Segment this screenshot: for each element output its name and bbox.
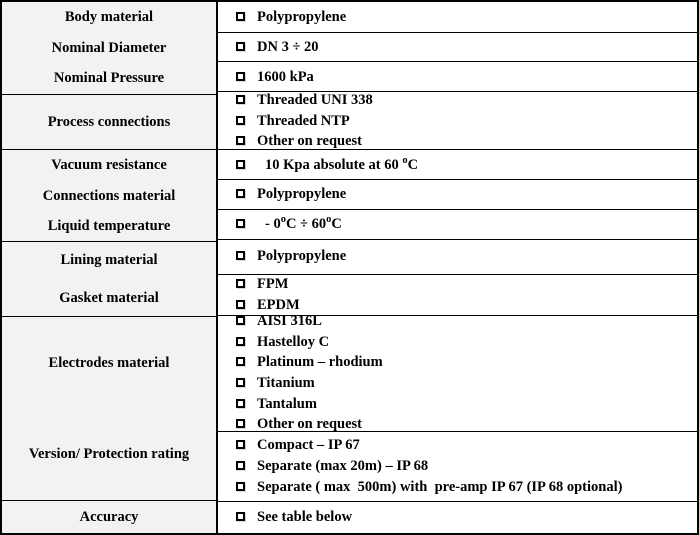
hollow-square-bullet-icon — [236, 316, 245, 326]
spec-value-item: DN 3 ÷ 20 — [218, 37, 697, 58]
hollow-square-bullet-icon — [236, 136, 245, 146]
label-group: Lining material Gasket material — [2, 242, 216, 318]
spec-value-text: EPDM — [257, 296, 300, 313]
hollow-square-bullet-icon — [236, 159, 245, 169]
value-row-lining-material: Polypropylene — [218, 240, 697, 275]
spec-value-text: Threaded NTP — [257, 112, 350, 129]
spec-value-item: Other on request — [218, 131, 697, 152]
value-row-liquid-temperature: - 0oC ÷ 60oC — [218, 210, 697, 240]
label-group: Vacuum resistance Connections material Liq… — [2, 150, 216, 242]
spec-label: Lining material — [60, 252, 158, 269]
hollow-square-bullet-icon — [236, 189, 245, 199]
hollow-square-bullet-icon — [236, 41, 245, 51]
spec-value-text: DN 3 ÷ 20 — [257, 38, 319, 55]
spec-value-item: Threaded UNI 338 — [218, 90, 697, 111]
spec-value-item: - 0oC ÷ 60oC — [218, 214, 697, 235]
hollow-square-bullet-icon — [236, 419, 245, 429]
spec-value-text: Separate (max 20m) – IP 68 — [257, 458, 429, 474]
value-row-nominal-pressure: 1600 kPa — [218, 62, 697, 93]
spec-value-item: Separate (max 20m) – IP 68 — [218, 456, 697, 477]
spec-value-item: AISI 316L — [218, 311, 697, 332]
label-group: Accuracy — [2, 501, 216, 533]
spec-label: Version/ Protection rating — [28, 446, 190, 463]
value-row-accuracy: See table below — [218, 502, 697, 533]
spec-value-text: Tantalum — [257, 395, 317, 412]
spec-value-text: 1600 kPa — [257, 68, 314, 85]
spec-value-item: Polypropylene — [218, 184, 697, 205]
hollow-square-bullet-icon — [236, 357, 245, 367]
spec-value-item: Threaded NTP — [218, 111, 697, 132]
spec-value-item: Separate ( max 500m) with pre-amp IP 67 … — [218, 477, 697, 498]
spec-value-text: Other on request — [257, 133, 362, 150]
spec-value-text: Separate ( max 500m) with pre-amp IP 67 … — [257, 478, 623, 495]
spec-value-item: Compact – IP 67 — [218, 435, 697, 456]
spec-value-text: Other on request — [257, 416, 362, 433]
spec-value-item: Other on request — [218, 414, 697, 435]
spec-value-text: Compact – IP 67 — [257, 437, 360, 454]
spec-value-text: 10 Kpa absolute at 60 oC — [265, 154, 419, 173]
hollow-square-bullet-icon — [236, 336, 245, 346]
value-column: Polypropylene DN 3 ÷ 20 1600 kPa Threaded U… — [218, 2, 697, 533]
hollow-square-bullet-icon — [236, 71, 245, 81]
hollow-square-bullet-icon — [236, 512, 245, 522]
hollow-square-bullet-icon — [236, 11, 245, 21]
spec-value-item: Hastelloy C — [218, 332, 697, 353]
spec-label: Gasket material — [59, 289, 159, 306]
spec-label: Nominal Pressure — [53, 70, 165, 87]
value-row-electrodes-material: AISI 316L Hastelloy C Platinum – rhodium Ti… — [218, 313, 697, 435]
spec-value-item: Polypropylene — [218, 7, 697, 28]
value-row-connections-material: Polypropylene — [218, 180, 697, 210]
value-row-body-material: Polypropylene — [218, 2, 697, 34]
hollow-square-bullet-icon — [236, 378, 245, 388]
spec-value-text: Polypropylene — [257, 186, 347, 203]
label-group: Process connections — [2, 95, 216, 151]
hollow-square-bullet-icon — [236, 95, 245, 105]
hollow-square-bullet-icon — [236, 251, 245, 261]
hollow-square-bullet-icon — [236, 461, 245, 470]
value-row-vacuum-resistance: 10 Kpa absolute at 60 oC — [218, 150, 697, 181]
spec-value-item: See table below — [218, 507, 697, 528]
value-row-process-connections: Threaded UNI 338 Threaded NTP Other on req… — [218, 90, 697, 152]
hollow-square-bullet-icon — [236, 299, 245, 309]
hollow-square-bullet-icon — [236, 398, 245, 408]
spec-label: Accuracy — [79, 509, 139, 526]
spec-label: Electrodes material — [48, 354, 170, 371]
spec-value-item: Platinum – rhodium — [218, 352, 697, 373]
spec-value-item: 1600 kPa — [218, 67, 697, 88]
value-row-version-protection-rating: Compact – IP 67 Separate (max 20m) – IP 6… — [218, 432, 697, 503]
spec-value-text: FPM — [257, 275, 289, 292]
spec-value-text: Platinum – rhodium — [257, 354, 383, 371]
spec-value-text: Polypropylene — [257, 8, 347, 25]
hollow-square-bullet-icon — [236, 481, 245, 491]
hollow-square-bullet-icon — [236, 278, 245, 288]
label-group: Electrodes material Version/ Protection r… — [2, 317, 216, 502]
spec-label: Nominal Diameter — [51, 39, 167, 56]
value-row-nominal-diameter: DN 3 ÷ 20 — [218, 33, 697, 63]
spec-value-item: EPDM — [218, 295, 697, 316]
value-row-gasket-material: FPM EPDM — [218, 275, 697, 316]
spec-value-text: See table below — [257, 509, 353, 526]
spec-value-item: FPM — [218, 274, 697, 295]
spec-value-text: Titanium — [257, 375, 315, 392]
spec-value-item: 10 Kpa absolute at 60 oC — [218, 155, 697, 176]
spec-value-item: Tantalum — [218, 394, 697, 415]
spec-value-text: - 0oC ÷ 60oC — [265, 214, 342, 232]
spec-label: Vacuum resistance — [51, 157, 167, 174]
label-group: Body material Nominal Diameter Nominal Pre… — [2, 2, 216, 95]
spec-label: Process connections — [47, 113, 171, 130]
spec-value-text: Hastelloy C — [257, 333, 330, 350]
spec-label: Liquid temperature — [47, 217, 171, 234]
spec-label: Body material — [64, 9, 154, 26]
hollow-square-bullet-icon — [236, 218, 245, 228]
spec-value-text: AISI 316L — [257, 313, 322, 330]
hollow-square-bullet-icon — [236, 115, 245, 125]
label-column: Body material Nominal Diameter Nominal Pre… — [2, 2, 218, 533]
spec-value-item: Polypropylene — [218, 246, 697, 267]
spec-label: Connections material — [42, 187, 176, 204]
spec-value-item: Titanium — [218, 373, 697, 394]
spec-value-text: Polypropylene — [257, 248, 347, 265]
hollow-square-bullet-icon — [236, 440, 245, 450]
spec-value-text: Threaded UNI 338 — [257, 92, 373, 109]
